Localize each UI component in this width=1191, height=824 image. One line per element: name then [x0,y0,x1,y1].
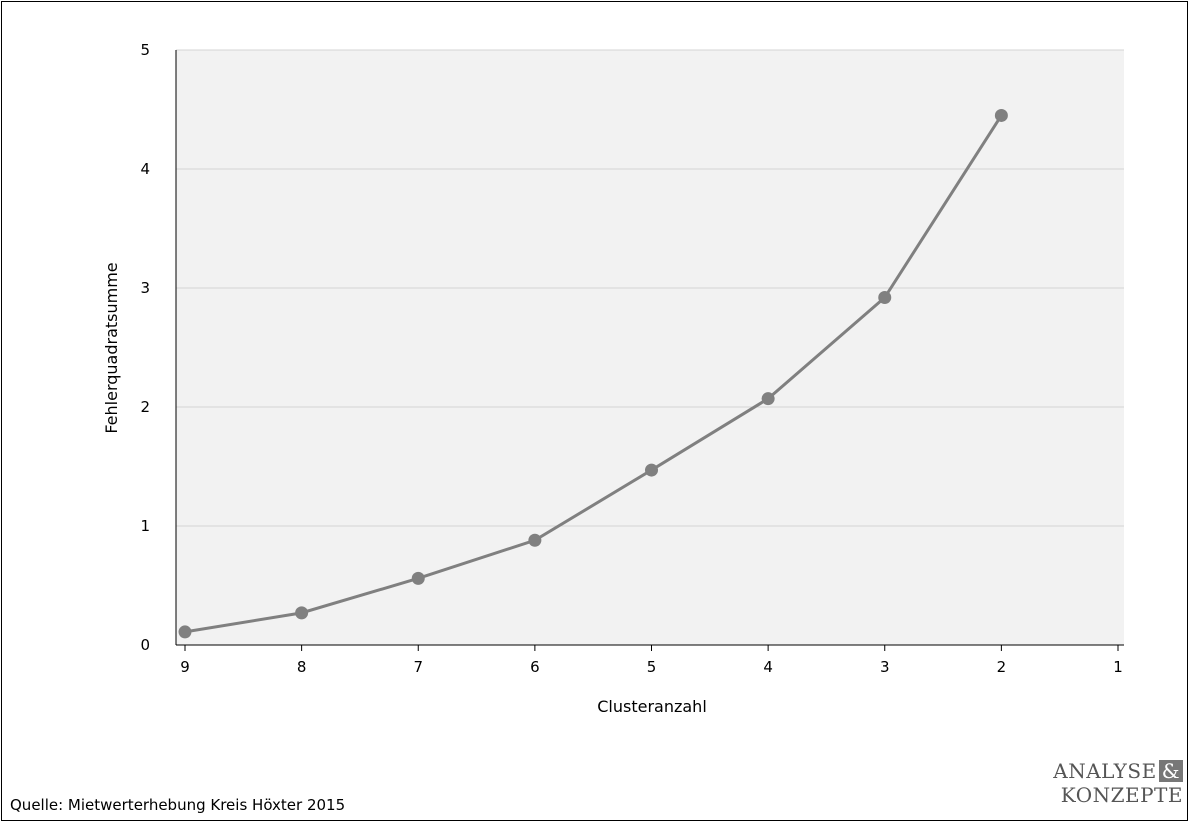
x-tick-label: 3 [880,658,890,676]
x-tick-label: 9 [180,658,190,676]
series-line [184,114,1003,634]
x-tick-label: 4 [763,658,773,676]
data-point [994,108,1008,122]
y-tick-label: 1 [140,517,150,535]
axes [175,50,1124,646]
data-point [878,291,892,305]
x-tick-label: 1 [1113,658,1123,676]
data-point [178,625,192,639]
x-tick-label: 8 [297,658,307,676]
logo-line-2: KONZEPTE [1060,783,1183,807]
x-axis-ticks: 9 8 7 6 5 4 3 2 1 [180,645,1123,676]
data-point [528,533,542,547]
series-group [178,108,1008,639]
y-tick-label: 4 [140,160,150,178]
y-tick-label: 5 [140,41,150,59]
x-axis-title: Clusteranzahl [597,697,707,716]
source-note: Quelle: Mietwerterhebung Kreis Höxter 20… [10,796,346,814]
y-axis-ticks: 0 1 2 3 4 5 [140,41,150,654]
x-tick-label: 7 [413,658,423,676]
data-point [411,571,425,585]
logo-ampersand: & [1158,760,1183,782]
plot-area [176,50,1124,645]
logo-line-1: ANALYSE [1053,759,1157,783]
y-tick-label: 2 [140,398,150,416]
x-tick-label: 5 [647,658,657,676]
y-axis-title: Fehlerquadratsumme [102,262,121,433]
x-tick-label: 6 [530,658,540,676]
data-point [761,392,775,406]
data-point [645,463,658,477]
y-tick-label: 0 [140,636,150,654]
x-tick-label: 2 [997,658,1007,676]
analyse-konzepte-logo: ANALYSE & KONZEPTE [1053,759,1183,807]
data-point [295,606,309,620]
y-tick-label: 3 [140,279,150,297]
